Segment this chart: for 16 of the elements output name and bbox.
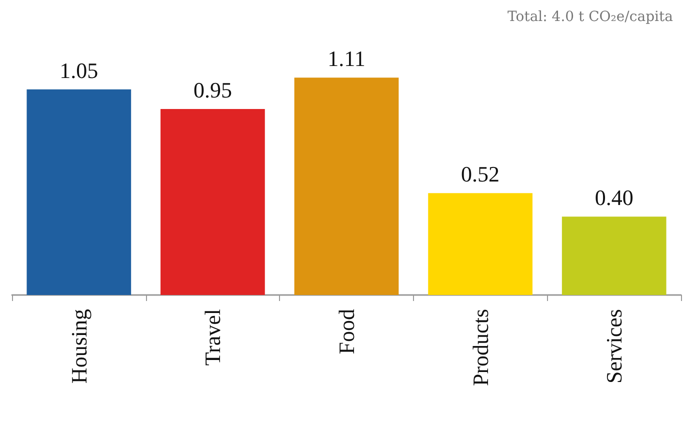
data-label: 1.11 xyxy=(328,46,366,72)
x-tick-label: Travel xyxy=(200,309,226,366)
bar xyxy=(26,89,132,295)
data-label: 0.52 xyxy=(461,162,500,187)
bar xyxy=(294,78,399,295)
text: Total: 4.0 t CO₂e/capita xyxy=(508,9,674,25)
bar xyxy=(562,216,666,295)
x-tick-label: Food xyxy=(334,309,359,354)
data-label: 0.95 xyxy=(193,77,232,102)
data-label: 0.40 xyxy=(594,185,634,210)
x-tick-label: Services xyxy=(602,309,627,384)
x-tick-label: Housing xyxy=(66,309,92,384)
bar xyxy=(160,108,265,295)
data-label: 1.05 xyxy=(60,58,98,83)
x-tick-label: Products xyxy=(468,309,493,386)
bar xyxy=(428,193,532,295)
